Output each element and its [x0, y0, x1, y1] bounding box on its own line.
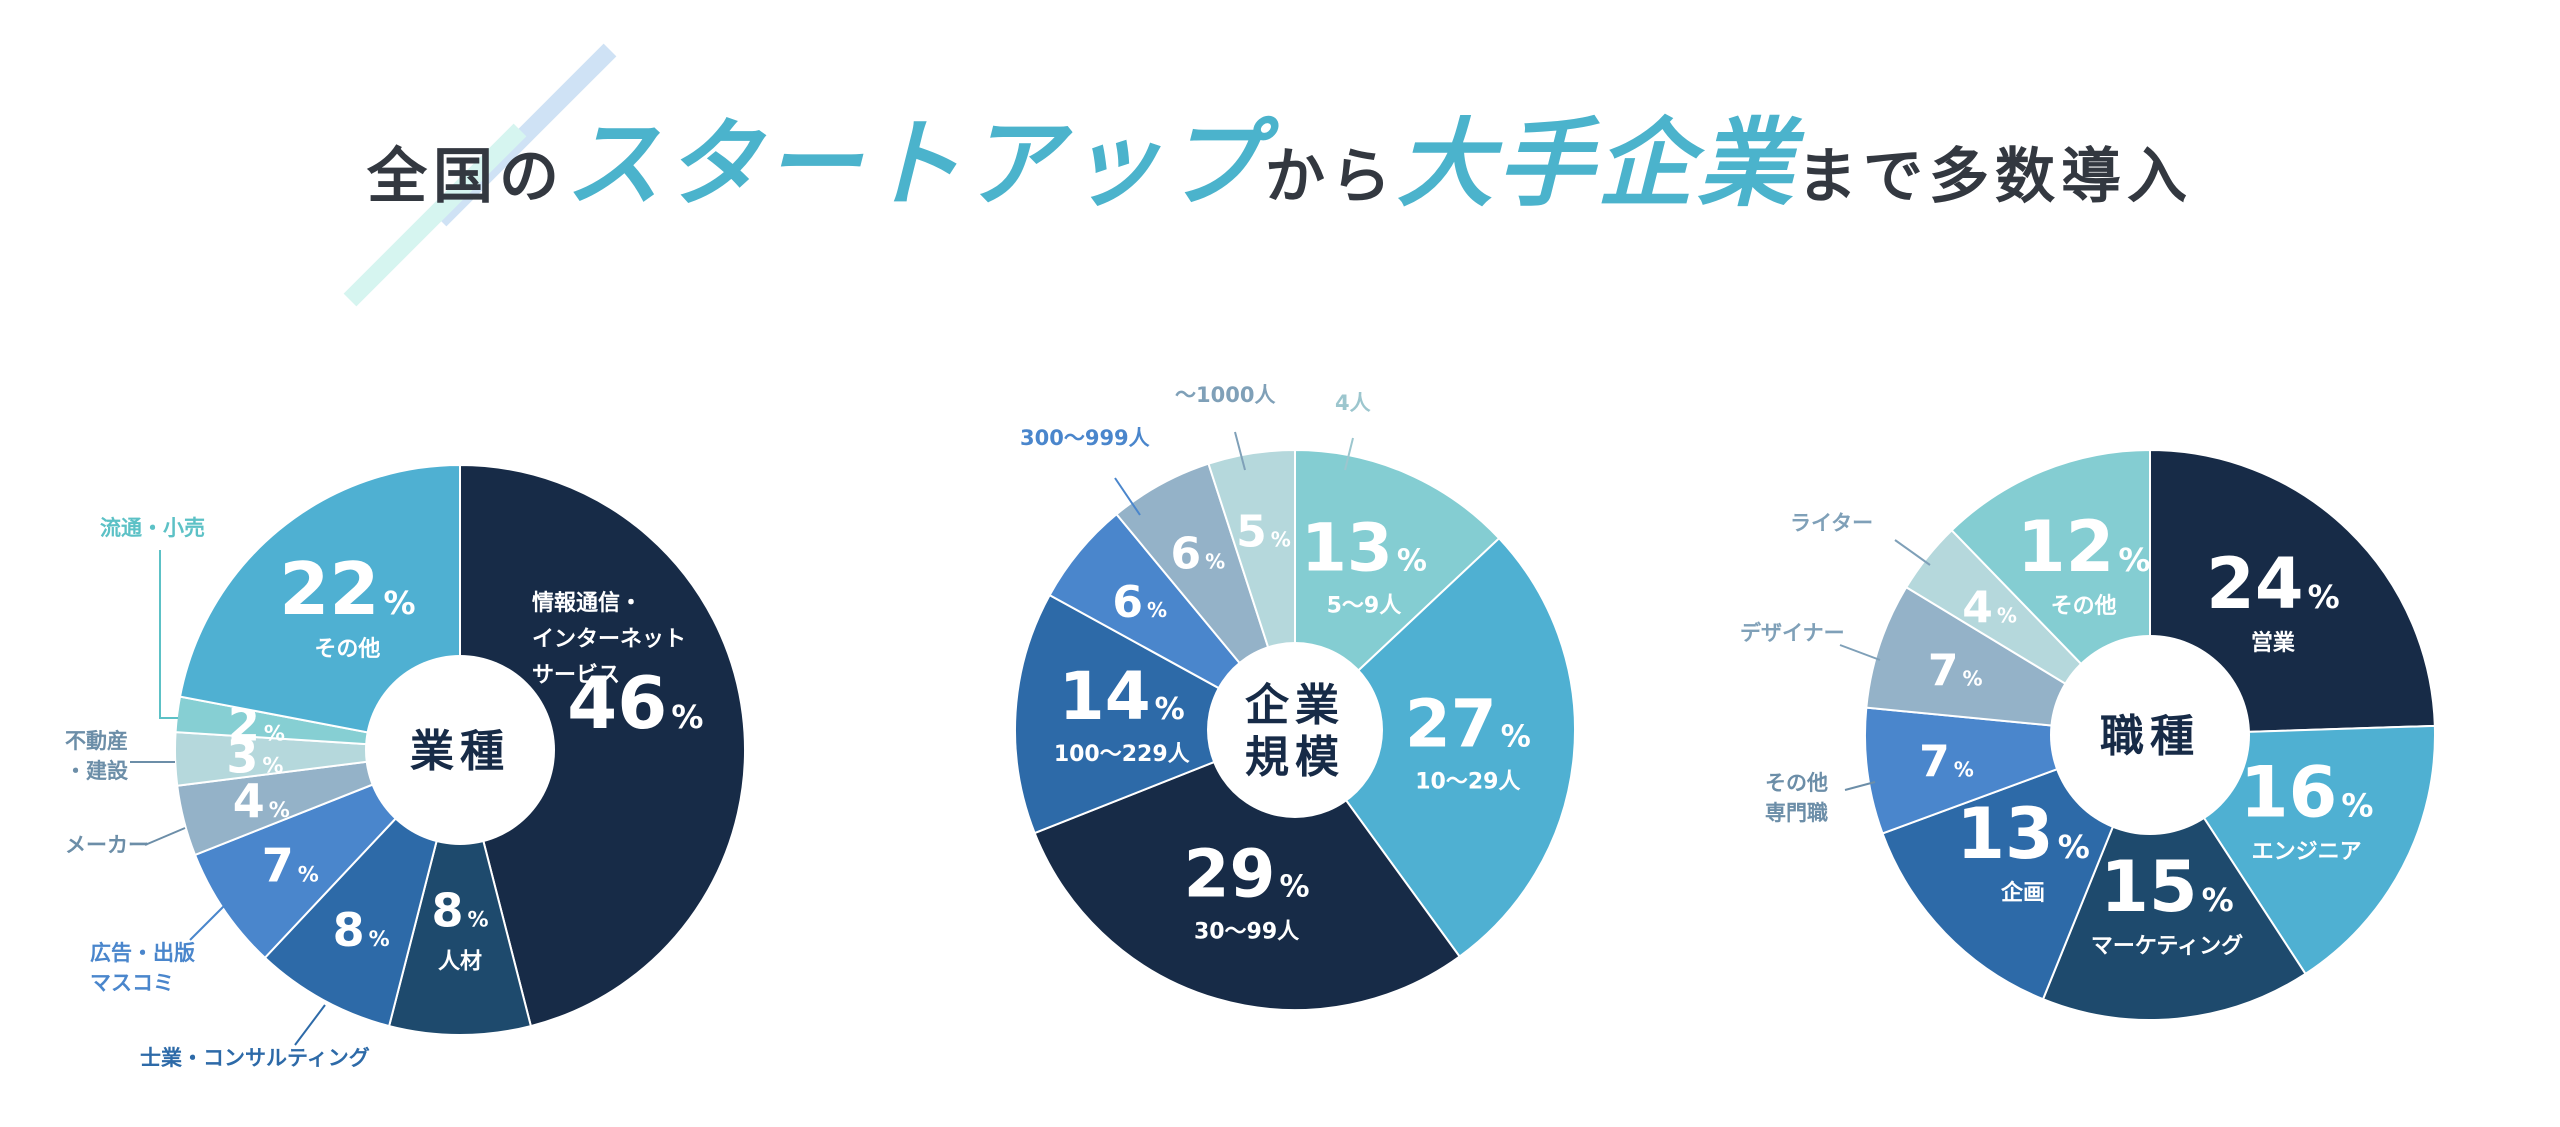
leader-line [294, 1004, 326, 1046]
pie-center-hole [2050, 635, 2250, 835]
pie-center-hole [365, 655, 555, 845]
pie-slice [459, 463, 747, 1028]
pie-slice [2149, 448, 2436, 737]
leader-line [189, 904, 226, 941]
slice-value-label: 4% [1962, 582, 2017, 633]
slice-value-label: 14% [1059, 658, 1185, 735]
pie-slice [1014, 593, 1298, 835]
pie-slice [1293, 536, 1576, 958]
pie-slice [178, 463, 461, 752]
slice-category-label: その他 [2051, 594, 2117, 619]
slice-category-label: インターネット [532, 627, 686, 652]
slice-category-label: 30〜99人 [1194, 920, 1299, 945]
outside-category-label: 不動産 [65, 729, 128, 753]
outside-category-label: ・建設 [65, 759, 129, 783]
slice-value-label: 8% [333, 903, 390, 957]
slice-value-label: 7% [262, 838, 319, 892]
slice-category-label: サービス [532, 663, 620, 688]
pie-center-label: 職種 [2100, 711, 2200, 762]
slice-value-label: 24% [2206, 543, 2339, 625]
slice-value-label: 27% [1405, 685, 1531, 762]
leader-line [1844, 781, 1876, 791]
pie-slice [1033, 728, 1461, 1011]
headline-large-companies: 大手企業 [1397, 108, 1797, 220]
slice-category-label: マーケティング [2091, 933, 2243, 959]
slice-value-label: 4% [233, 774, 290, 828]
pie-chart-3: 24 % 営業 16 % エンジニア 15 % マーケティング 13 % 企画 7 % 7 % 4 %12 % その他… [1740, 448, 2436, 1021]
leader-line [144, 827, 186, 846]
pie-slice [2041, 732, 2307, 1021]
leader-line [1894, 539, 1931, 566]
outside-category-label: メーカー [65, 833, 149, 857]
slice-value-label: 22% [279, 547, 415, 631]
slice-category-label: 人材 [438, 950, 482, 975]
leader-line [1839, 644, 1881, 661]
outside-category-label: ライター [1790, 511, 1873, 535]
pie-center-label: 企業 [1245, 680, 1345, 731]
slice-value-label: 29% [1184, 836, 1310, 913]
headline-part-1: 全国の [367, 142, 565, 212]
outside-category-label: 士業・コンサルティング [140, 1046, 370, 1070]
slice-value-label: 7% [1928, 646, 1983, 697]
deco-stripe-mint [343, 123, 527, 307]
slice-value-label: 6% [1171, 529, 1226, 580]
pie-center-hole [1207, 642, 1383, 818]
pie-center-label: 規模 [1245, 732, 1345, 783]
slice-category-label: 10〜29人 [1415, 769, 1520, 794]
decorative-stripes [343, 43, 617, 307]
pie-center-label: 業種 [410, 726, 510, 777]
slice-value-label: 16% [2240, 752, 2373, 834]
outside-category-label: マスコミ [90, 971, 174, 995]
slice-value-label: 8% [431, 884, 488, 938]
outside-category-label: デザイナー [1740, 621, 1845, 645]
outside-category-label: 広告・出版 [90, 941, 195, 965]
leader-line [1114, 477, 1141, 516]
slice-category-label: 100〜229人 [1054, 742, 1190, 767]
outside-category-label: 流通・小売 [100, 516, 205, 540]
headline: 全国のスタートアップから大手企業まで多数導入 [0, 86, 2560, 225]
slice-value-label: 6% [1112, 577, 1167, 628]
slice-category-label: 営業 [2251, 630, 2296, 656]
pie-slice [387, 749, 533, 1036]
slice-category-label: その他 [314, 637, 380, 662]
slice-value-label: 46% [567, 661, 703, 745]
outside-category-label: 300〜999人 [1020, 426, 1150, 450]
slice-value-label: 12% [2017, 506, 2150, 588]
slice-value-label: 13% [1301, 510, 1427, 587]
slice-value-label: 5% [1236, 506, 1291, 557]
slice-category-label: エンジニア [2252, 840, 2362, 865]
slice-category-label: 情報通信・ [532, 590, 642, 616]
headline-part-5: まで多数導入 [1797, 142, 2193, 212]
slice-value-label: 13% [1956, 793, 2089, 875]
leader-line [1344, 437, 1354, 471]
outside-category-label: 〜1000人 [1175, 383, 1275, 407]
leader-line [1234, 431, 1246, 471]
pie-chart-2: 13 % 5〜9人 27 % 10〜29人 29 % 30〜99人 14 % 100〜229人 6 %6%… [1014, 383, 1576, 1011]
outside-category-label: 4人 [1335, 391, 1371, 415]
outside-category-label: 専門職 [1765, 801, 1828, 825]
outside-category-label: その他 [1765, 771, 1828, 795]
slice-category-label: 5〜9人 [1327, 594, 1402, 619]
headline-part-3: から [1265, 142, 1397, 212]
slice-value-label: 15% [2100, 846, 2233, 928]
leader-line [159, 550, 178, 719]
slice-category-label: 企画 [2000, 880, 2045, 906]
slice-value-label: 3% [226, 730, 283, 784]
slice-value-label: 7% [1919, 737, 1974, 788]
headline-startup: スタートアップ [565, 108, 1265, 220]
